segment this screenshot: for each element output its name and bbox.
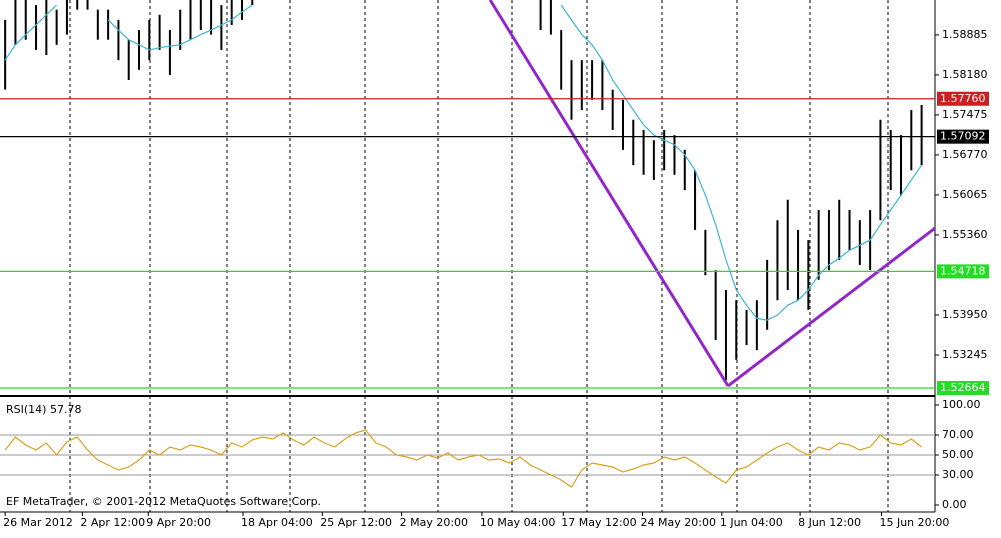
y-tick-label: 1.58885	[942, 28, 988, 41]
level-label-box	[937, 380, 989, 395]
level-label: 1.57092	[940, 130, 986, 143]
y-tick-label: 70.00	[942, 428, 974, 441]
level-label: 1.52664	[940, 381, 986, 394]
y-tick-label: 30.00	[942, 468, 974, 481]
y-tick-label: 0.00	[942, 498, 967, 511]
y-tick-label: 1.53950	[942, 308, 988, 321]
x-tick-label: 18 Apr 04:00	[241, 516, 313, 529]
level-label-box	[937, 264, 989, 279]
y-tick-label: 1.57475	[942, 108, 988, 121]
y-tick-label: 1.53245	[942, 348, 988, 361]
level-label: 1.57760	[940, 92, 986, 105]
y-tick-label: 1.56770	[942, 148, 988, 161]
x-tick-label: 25 Apr 12:00	[320, 516, 392, 529]
y-tick-label: 1.56065	[942, 188, 988, 201]
x-tick-label: 17 May 12:00	[561, 516, 636, 529]
separators	[69, 0, 889, 512]
x-tick-label: 8 Jun 12:00	[798, 516, 861, 529]
level-label: 1.54718	[940, 264, 986, 277]
x-tick-label: 10 May 04:00	[480, 516, 555, 529]
y-tick-label: 50.00	[942, 448, 974, 461]
rsi-title: RSI(14) 57.78	[6, 403, 81, 416]
trendline	[488, 0, 730, 387]
x-tick-label: 2 May 20:00	[400, 516, 468, 529]
moving-average	[4, 4, 923, 321]
y-tick-label: 100.00	[942, 398, 981, 411]
copyright: EF MetaTrader, © 2001-2012 MetaQuotes So…	[6, 495, 321, 508]
rsi-plot	[0, 429, 935, 488]
level-label-box	[937, 91, 989, 106]
axes: 1.58885 1.58180 1.57475 1.56770 1.56065 1.553…	[0, 28, 989, 529]
x-tick-label: 15 Jun 20:00	[879, 516, 949, 529]
trendline	[727, 226, 935, 388]
price-plot	[4, 0, 935, 388]
x-tick-label: 26 Mar 2012	[3, 516, 73, 529]
y-tick-label: 1.55360	[942, 228, 988, 241]
x-tick-label: 2 Apr 12:00	[80, 516, 145, 529]
y-tick-label: 1.58180	[942, 68, 988, 81]
x-tick-label: 1 Jun 04:00	[720, 516, 783, 529]
x-tick-label: 24 May 20:00	[641, 516, 716, 529]
level-label-box	[937, 129, 989, 144]
x-tick-label: 9 Apr 20:00	[146, 516, 211, 529]
rsi-line	[4, 429, 922, 488]
